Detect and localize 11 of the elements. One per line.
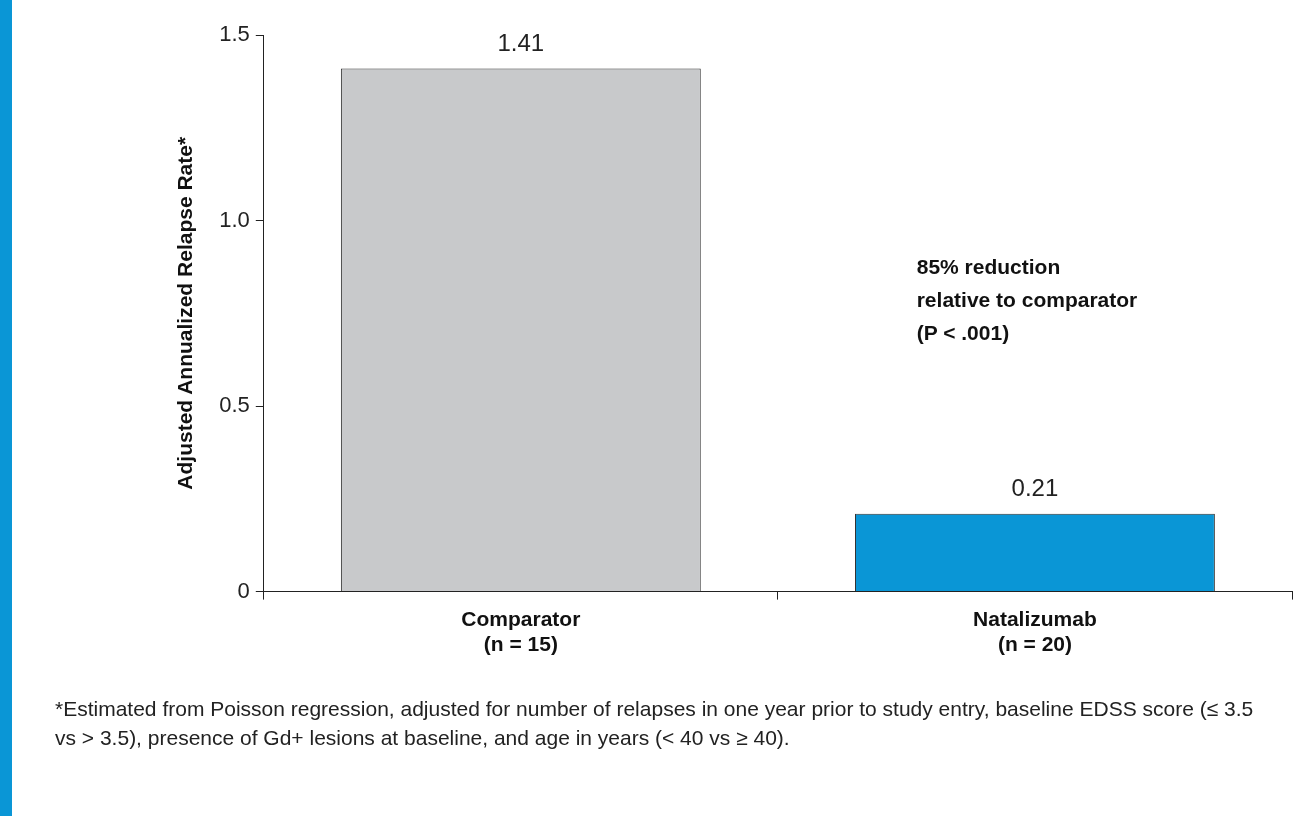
y-tick-label: 1.5 <box>219 21 250 47</box>
data-label: 1.41 <box>497 29 545 57</box>
y-tick-label: 0 <box>237 577 250 603</box>
y-tick-label: 0.5 <box>219 392 250 418</box>
x-tick-label: Natalizumab (n = 20) <box>973 607 1097 656</box>
y-tick-label: 1.0 <box>219 206 250 232</box>
y-axis-title: Adjusted Annualized Relapse Rate* <box>173 136 197 490</box>
text: *Estimated from Poisson regression, adjusted for number of relapses in one year prior to study entry, baseline EDSS score (≤ 3.5 vs > 3.5), presence of Gd+ lesions at baseline, and age in years (< 40 vs ≥ 40). <box>55 697 1254 750</box>
x-tick-label: Comparator (n = 15) <box>461 607 581 656</box>
annotation: 85% reduction relative to comparator (P < .001) <box>916 255 1138 345</box>
data-label: 0.21 <box>1011 474 1059 502</box>
